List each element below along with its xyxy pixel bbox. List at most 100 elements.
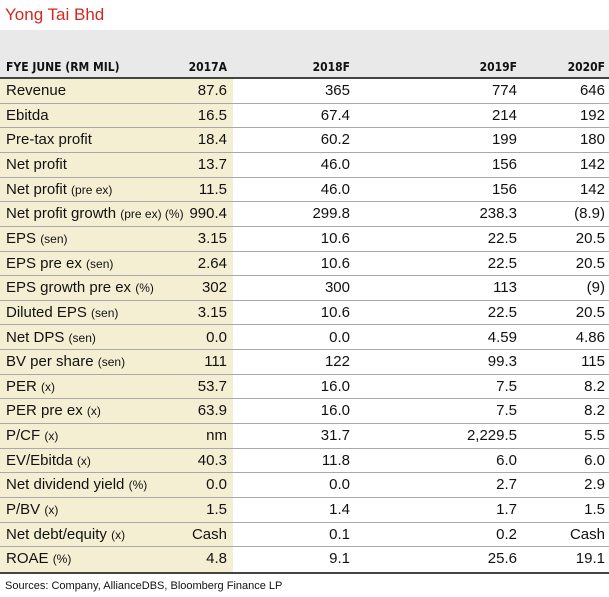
value-cell: 22.5	[487, 303, 517, 321]
value-cell: 0.1	[329, 525, 350, 543]
table-row: Diluted EPS (sen) 3.15 10.6 22.5 20.5	[0, 301, 609, 326]
value-cell: 115	[581, 353, 605, 371]
value-cell: 16.5	[197, 106, 227, 124]
value-cell: 67.4	[320, 106, 350, 124]
row-label: EPS growth pre ex (%)	[6, 276, 154, 300]
value-cell: (8.9)	[574, 205, 605, 223]
value-cell: 10.6	[320, 254, 350, 272]
value-cell: 7.5	[496, 377, 517, 395]
row-label-text: Net DPS	[6, 328, 65, 346]
row-label: PER pre ex (x)	[6, 399, 101, 423]
row-label-text: PER	[6, 377, 37, 395]
row-divider	[0, 102, 609, 104]
table-header: FYE JUNE (RM MIL) 2017A 2018F 2019F 2020…	[0, 57, 609, 77]
value-cell: 1.7	[496, 501, 517, 519]
value-cell: 22.5	[487, 229, 517, 247]
value-cell: 9.1	[329, 550, 350, 568]
table-row: Ebitda 16.5 67.4 214 192	[0, 104, 609, 129]
value-cell: 2,229.5	[466, 427, 517, 445]
value-cell: 2.7	[496, 476, 517, 494]
row-divider	[0, 275, 609, 277]
financial-table: Revenue 87.6 365 774 646 Ebitda 16.5 67.4 214 192…	[0, 79, 609, 572]
table-row: Net dividend yield (%) 0.0 0.0 2.7 2.9	[0, 473, 609, 499]
value-cell: 5.5	[584, 427, 605, 445]
value-cell: 46.0	[320, 180, 350, 198]
table-row: Net profit 13.7 46.0 156 142	[0, 153, 609, 178]
row-divider	[0, 546, 609, 548]
value-cell: 8.2	[584, 377, 605, 395]
header-year-2017a: 2017A	[188, 60, 227, 74]
table-bottom-rule	[0, 572, 609, 574]
value-cell: 46.0	[320, 155, 350, 173]
row-label-text: Net dividend yield	[6, 476, 125, 494]
value-cell: 7.5	[496, 402, 517, 420]
row-label: Revenue	[6, 79, 66, 103]
value-cell: 53.7	[197, 377, 227, 395]
value-cell: 6.0	[496, 451, 517, 469]
row-label-text: P/CF	[6, 427, 41, 445]
row-label-unit: (x)	[76, 453, 91, 468]
value-cell: 10.6	[320, 229, 350, 247]
row-label: Diluted EPS (sen)	[6, 301, 118, 325]
value-cell: 1.5	[206, 501, 227, 519]
row-divider	[0, 398, 609, 400]
value-cell: 20.5	[575, 303, 605, 321]
row-divider	[0, 447, 609, 449]
value-cell: 0.0	[329, 476, 350, 494]
value-cell: 111	[204, 353, 227, 371]
table-row: Net debt/equity (x) Cash 0.1 0.2 Cash	[0, 523, 609, 548]
table-row: ROAE (%) 4.8 9.1 25.6 19.1	[0, 547, 609, 572]
row-divider	[0, 299, 609, 301]
row-label-unit: (x)	[44, 503, 59, 518]
row-label: P/CF (x)	[6, 424, 58, 448]
row-label-text: EPS	[6, 229, 37, 247]
value-cell: 4.8	[206, 550, 227, 568]
row-divider	[0, 497, 609, 499]
row-label-unit: (%)	[135, 281, 154, 296]
value-cell: 4.59	[487, 328, 517, 346]
row-label: Net DPS (sen)	[6, 326, 96, 350]
table-title: Yong Tai Bhd	[5, 5, 105, 24]
row-divider	[0, 176, 609, 178]
row-label: Pre-tax profit	[6, 128, 92, 152]
row-label-unit: (x)	[41, 379, 56, 394]
row-label: Net dividend yield (%)	[6, 473, 147, 497]
row-label-text: BV per share	[6, 353, 94, 371]
value-cell: 0.0	[206, 476, 227, 494]
table-row: Pre-tax profit 18.4 60.2 199 180	[0, 128, 609, 153]
row-label-unit: (sen)	[86, 256, 114, 271]
row-label-text: EPS growth pre ex	[6, 279, 132, 297]
value-cell: 113	[493, 279, 517, 297]
row-label: EV/Ebitda (x)	[6, 449, 91, 473]
value-cell: 0.0	[206, 328, 227, 346]
value-cell: 199	[491, 131, 517, 149]
row-label-unit: (pre ex)	[71, 182, 113, 197]
value-cell: 1.5	[584, 501, 605, 519]
row-label: ROAE (%)	[6, 547, 71, 571]
value-cell: 87.6	[197, 82, 227, 99]
row-label: PER (x)	[6, 375, 55, 399]
row-divider	[0, 151, 609, 153]
row-label-unit: (%)	[128, 478, 148, 493]
value-cell: Cash	[569, 525, 605, 543]
value-cell: 16.0	[320, 377, 350, 395]
header-year-2018f: 2018F	[312, 60, 350, 74]
row-label-unit: (sen)	[91, 305, 119, 320]
row-divider	[0, 373, 609, 375]
value-cell: 990.4	[189, 205, 227, 223]
value-cell: 156	[491, 180, 517, 198]
row-divider	[0, 127, 609, 129]
row-divider	[0, 201, 609, 203]
value-cell: 0.2	[496, 525, 517, 543]
row-divider	[0, 521, 609, 523]
row-label: Net debt/equity (x)	[6, 523, 125, 547]
row-label: P/BV (x)	[6, 498, 58, 522]
value-cell: 40.3	[197, 451, 227, 469]
row-label-text: EPS pre ex	[6, 254, 82, 272]
value-cell: 22.5	[487, 254, 517, 272]
row-label: Ebitda	[6, 104, 49, 128]
value-cell: 60.2	[320, 131, 350, 149]
header-year-2019f: 2019F	[479, 60, 517, 74]
value-cell: 156	[491, 155, 517, 173]
value-cell: 13.7	[197, 155, 227, 173]
